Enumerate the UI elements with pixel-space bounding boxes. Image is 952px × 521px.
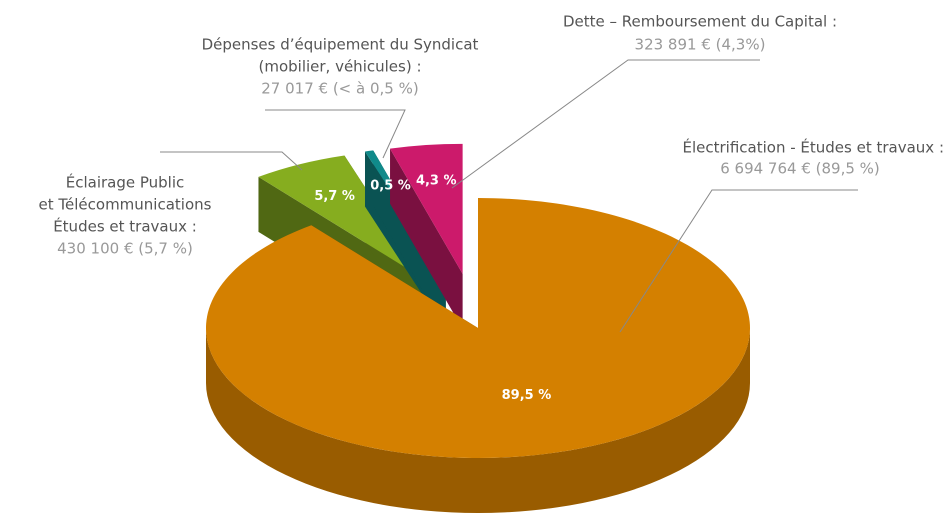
annotation: Dépenses d’équipement du Syndicat [202,36,479,54]
annotation: Études et travaux : [53,217,197,236]
slices [205,143,751,513]
slice-wall [390,148,463,329]
annotation-detail: 430 100 € (5,7 %) [57,240,193,258]
slice [258,155,426,280]
annotation-detail: 323 891 € (4,3%) [635,36,766,54]
data-label: 89,5 % [502,388,552,403]
leader-line [160,151,303,171]
data-label: 5,7 % [314,189,355,204]
annotation: Électrification - Études et travaux : [683,138,945,157]
slice [205,198,751,458]
annotation-detail: 6 694 764 € (89,5 %) [720,160,880,178]
slice-side [206,328,750,513]
data-label: 4,3 % [416,174,457,189]
leader-line [619,189,858,333]
data-label: 0,5 % [370,178,411,193]
annotation: et Télécommunications [39,196,212,214]
annotation: (mobilier, véhicules) : [258,58,421,76]
annotation: Dette – Remboursement du Capital : [563,13,837,31]
leader-line [265,109,406,159]
leader-line [451,59,760,189]
annotation-detail: 27 017 € (< à 0,5 %) [261,80,418,98]
slice [390,143,463,274]
annotation: Éclairage Public [66,173,185,192]
